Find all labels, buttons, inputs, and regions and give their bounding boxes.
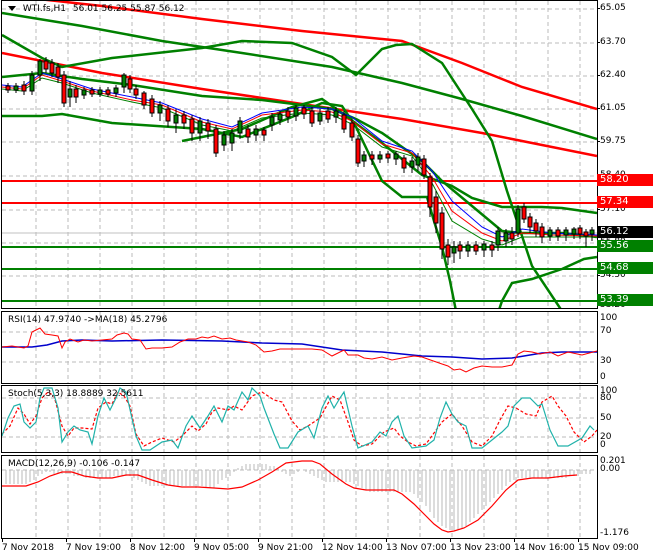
stoch-axis-label: 0 — [600, 440, 606, 450]
stochastic-chart-canvas — [2, 386, 597, 452]
macd-chart-canvas — [2, 456, 597, 538]
macd-panel[interactable]: MACD(12,26,9) -0.106 -0.147 — [1, 455, 598, 539]
macd-title: MACD(12,26,9) -0.106 -0.147 — [8, 459, 141, 469]
symbol-name: WTI.fs,H1 — [22, 4, 66, 14]
symbol-header[interactable]: WTI.fs,H1 56.01 56.25 55.87 56.12 — [8, 4, 185, 14]
stochastic-panel[interactable]: Stoch(5,3,3) 18.8889 32.5611 — [1, 385, 598, 453]
moving-averages — [2, 72, 597, 246]
stoch-axis-label: 50 — [600, 413, 612, 423]
rsi-line — [2, 327, 597, 373]
macd-signal-line — [2, 460, 578, 533]
candlesticks — [5, 57, 595, 265]
macd-axis-label: -1.176 — [600, 528, 630, 538]
stoch-axis-label: 20 — [600, 432, 612, 442]
regression-channel — [2, 1, 597, 158]
price-label: 61.05 — [600, 103, 626, 113]
price-label: 65.05 — [600, 3, 626, 13]
time-label: 14 Nov 16:00 — [514, 543, 575, 553]
price-label: 54.50 — [600, 270, 626, 280]
price-label: 57.10 — [600, 204, 626, 214]
time-label: 9 Nov 21:00 — [258, 543, 313, 553]
level-tag-54-68: 54.68 — [597, 262, 653, 274]
time-label: 15 Nov 09:00 — [578, 543, 639, 553]
stoch-title: Stoch(5,3,3) 18.8889 32.5611 — [8, 389, 144, 399]
time-label: 8 Nov 12:00 — [130, 543, 185, 553]
rsi-panel[interactable]: RSI(14) 47.9740 ->MA(18) 45.2796 — [1, 311, 598, 384]
grid — [2, 1, 597, 308]
time-label: 9 Nov 05:00 — [194, 543, 249, 553]
rsi-axis-label: 100 — [600, 313, 618, 323]
level-tag-53-39: 53.39 — [597, 294, 653, 306]
macd-axis-label: 0.201 — [600, 456, 626, 466]
price-label: 63.70 — [600, 37, 626, 47]
time-label: 7 Nov 2018 — [2, 543, 54, 553]
rsi-chart-canvas — [2, 312, 597, 383]
stoch-main-line — [2, 386, 595, 451]
ohlc-values: 56.01 56.25 55.87 56.12 — [72, 4, 185, 14]
time-label: 7 Nov 19:00 — [66, 543, 121, 553]
stoch-signal-line — [2, 391, 597, 447]
grid — [2, 456, 597, 538]
bollinger-bands — [2, 11, 597, 308]
stoch-axis-label: 100 — [600, 386, 618, 396]
time-label: 13 Nov 23:00 — [450, 543, 511, 553]
time-label: 12 Nov 14:00 — [322, 543, 383, 553]
rsi-ma-line — [2, 339, 597, 360]
grid — [2, 386, 597, 452]
support-resistance-lines — [2, 180, 597, 302]
macd-histogram — [5, 464, 591, 530]
time-label: 13 Nov 07:00 — [386, 543, 447, 553]
price-chart-canvas — [2, 1, 597, 308]
current-price-tag: 56.12 — [597, 226, 653, 238]
level-tag-55-56: 55.56 — [597, 240, 653, 252]
rsi-axis-label: 70 — [600, 326, 612, 336]
macd-axis-label: 0.00 — [600, 464, 621, 474]
rsi-axis-label: 30 — [600, 356, 612, 366]
stoch-axis-label: 80 — [600, 393, 612, 403]
price-label: 62.40 — [600, 70, 626, 80]
rsi-axis-label: 0 — [600, 372, 606, 382]
level-tag-58-20: 58.20 — [597, 174, 653, 186]
level-tag-57-34: 57.34 — [597, 196, 653, 208]
dropdown-arrow-icon[interactable] — [8, 6, 16, 11]
grid — [2, 312, 597, 383]
price-label: 59.75 — [600, 136, 626, 146]
rsi-title: RSI(14) 47.9740 ->MA(18) 45.2796 — [8, 315, 168, 325]
main-chart-panel[interactable]: WTI.fs,H1 56.01 56.25 55.87 56.12 — [1, 0, 598, 309]
